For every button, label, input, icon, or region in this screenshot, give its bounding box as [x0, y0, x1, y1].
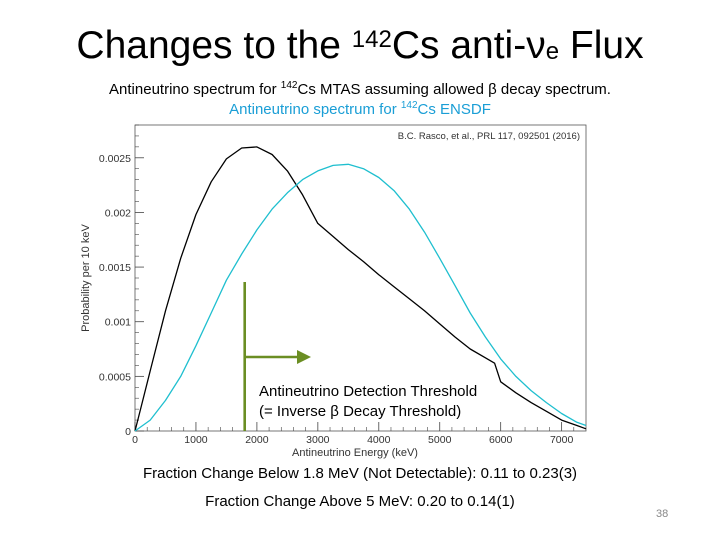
x-tick-label: 5000: [428, 434, 452, 446]
y-tick-label: 0.002: [105, 207, 131, 219]
subtitle-mtas: Antineutrino spectrum for 142Cs MTAS ass…: [109, 80, 611, 98]
series-line-mtas: [134, 146, 587, 432]
y-tick-label: 0.0005: [99, 371, 131, 383]
y-axis: 0 0.0005 0.001 0.0015 0.002 0.0025: [99, 124, 144, 438]
x-tick-label: 0: [132, 434, 138, 446]
x-tick-label: 7000: [550, 434, 574, 446]
x-tick-label: 4000: [367, 434, 391, 446]
y-tick-label: 0.001: [105, 317, 131, 329]
x-tick-label: 2000: [245, 434, 269, 446]
y-tick-label: 0.0015: [99, 262, 131, 274]
x-axis: 0 1000 2000 3000 4000 5000 6000 7000: [132, 422, 575, 446]
y-axis-label: Probability per 10 keV: [80, 224, 92, 332]
x-tick-label: 1000: [184, 434, 208, 446]
threshold-arrow-head: [297, 350, 311, 364]
reference-label: B.C. Rasco, et al., PRL 117, 092501 (201…: [398, 131, 580, 142]
threshold-marker: [243, 282, 311, 431]
y-tick-label: 0.0025: [99, 153, 131, 165]
x-axis-label: Antineutrino Energy (keV): [292, 447, 418, 459]
fraction-change-above: Fraction Change Above 5 MeV: 0.20 to 0.1…: [205, 493, 515, 510]
x-tick-label: 6000: [489, 434, 513, 446]
fraction-change-below: Fraction Change Below 1.8 MeV (Not Detec…: [142, 465, 578, 482]
threshold-label-line2: (= Inverse β Decay Threshold): [259, 403, 461, 420]
threshold-label-line1: Antineutrino Detection Threshold: [259, 383, 477, 400]
subtitle-ensdf: Antineutrino spectrum for 142Cs ENSDF: [229, 100, 491, 118]
slide-title: Changes to the 142Cs anti-νe Flux: [76, 24, 644, 67]
series-line-ensdf: [134, 163, 587, 432]
y-tick-label: 0: [125, 426, 131, 438]
x-tick-label: 3000: [306, 434, 330, 446]
slide-number: 38: [656, 508, 669, 520]
